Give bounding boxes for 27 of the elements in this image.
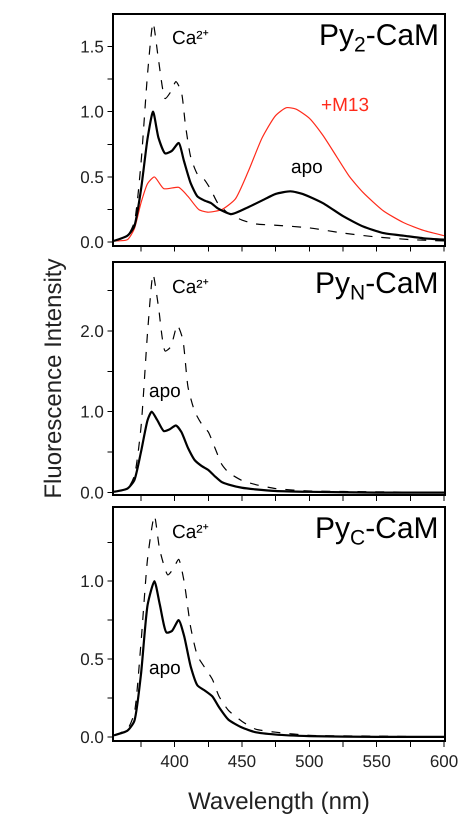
y-tick-label: 1.0 — [80, 572, 104, 592]
x-tick-label: 550 — [362, 752, 391, 772]
chart-title: Py$_{2}$-CaM — [319, 19, 440, 56]
chart-title: Py$_{C}$-CaM — [315, 512, 439, 550]
x-tick-label: 450 — [228, 752, 256, 772]
y-tick-label: 0.0 — [80, 233, 104, 252]
y-tick-label: 1.0 — [80, 402, 104, 422]
x-tick-label: 600 — [430, 752, 458, 772]
y-tick-label: 1.5 — [80, 37, 104, 56]
y-tick-label: 0.0 — [80, 484, 104, 503]
series-label: apo — [149, 381, 181, 402]
y-axis-title: Fluorescence Intensity — [40, 258, 67, 499]
x-tick-label: 400 — [160, 752, 189, 772]
series-label: Ca²⁺ — [172, 522, 209, 543]
series-label: Ca²⁺ — [172, 28, 209, 49]
series-label: apo — [291, 157, 323, 178]
series-label: apo — [149, 658, 181, 679]
y-tick-label: 0.0 — [80, 728, 104, 747]
x-axis-title: Wavelength (nm) — [188, 788, 370, 815]
series-label: +M13 — [321, 95, 370, 116]
chart-title: Py$_{N}$-CaM — [315, 267, 439, 304]
y-tick-label: 2.0 — [80, 322, 104, 341]
y-tick-label: 1.0 — [80, 102, 104, 122]
series-label: Ca²⁺ — [172, 277, 209, 298]
y-tick-label: 0.5 — [80, 168, 104, 187]
y-tick-label: 0.5 — [80, 650, 104, 669]
x-tick-label: 500 — [295, 752, 324, 772]
